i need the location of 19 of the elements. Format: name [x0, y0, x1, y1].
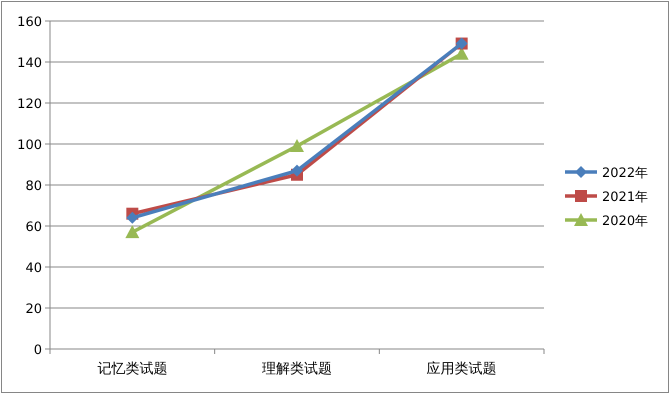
y-tick-label: 0 [34, 343, 42, 358]
x-tick-label: 应用类试题 [426, 361, 497, 377]
legend-label: 2022年 [602, 166, 648, 181]
point [290, 139, 304, 152]
x-tick-label: 理解类试题 [262, 361, 332, 377]
y-tick-label: 160 [17, 15, 42, 30]
point [125, 225, 140, 238]
legend-label: 2020年 [602, 214, 648, 229]
y-tick-label: 140 [17, 56, 42, 71]
legend-label: 2021年 [602, 190, 648, 205]
y-tick-label: 60 [25, 220, 42, 235]
y-tick-label: 120 [17, 97, 42, 112]
x-tick-label: 记忆类试题 [97, 361, 168, 377]
y-tick-label: 80 [25, 179, 42, 194]
point [126, 212, 138, 224]
y-tick-label: 40 [25, 261, 42, 276]
point [291, 164, 303, 177]
y-tick-label: 20 [25, 302, 42, 317]
y-tick-label: 100 [17, 138, 42, 153]
